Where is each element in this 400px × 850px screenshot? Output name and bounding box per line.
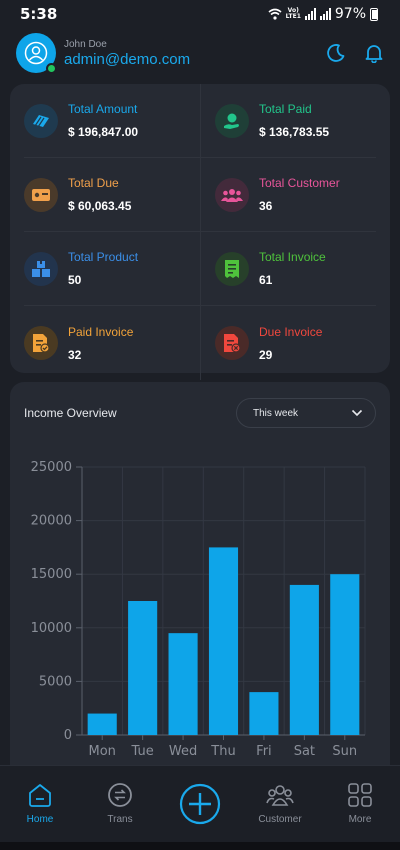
chevron-down-icon (351, 409, 363, 417)
moon-icon[interactable] (326, 43, 346, 63)
paid-invoice-icon (24, 326, 58, 360)
stat-value: 32 (68, 347, 82, 362)
nav-trans[interactable]: Trans (80, 766, 160, 842)
app-header: John Doe admin@demo.com (0, 28, 400, 78)
x-tick-label: Mon (89, 744, 116, 759)
money-hand-icon (215, 103, 249, 138)
boxes-icon (24, 251, 58, 286)
stat-label: Total Amount (68, 102, 138, 116)
user-email: admin@demo.com (64, 50, 191, 68)
bar-wed (168, 633, 198, 735)
stat-label: Total Customer (259, 176, 340, 190)
nav-customer-label: Customer (258, 814, 302, 825)
stats-row: Total Product 50 Total Invoice 61 (24, 232, 376, 306)
stats-row: Total Due $ 60,063.45 Total Customer 36 (24, 158, 376, 232)
stat-value: $ 136,783.55 (259, 125, 330, 139)
signal-2-icon (319, 8, 331, 20)
stats-row: Paid Invoice 32 Due Invoice 29 (24, 306, 376, 380)
stat-value: 50 (68, 273, 82, 287)
bell-icon[interactable] (364, 43, 384, 63)
bar-sat (289, 584, 319, 735)
y-tick-label: 5000 (39, 674, 72, 689)
stat-label: Total Due (68, 176, 119, 190)
avatar[interactable] (16, 33, 57, 74)
range-select[interactable]: This week (236, 398, 376, 428)
bar-thu (208, 547, 239, 735)
status-time: 5:38 (20, 5, 58, 23)
nav-more[interactable]: More (320, 766, 400, 842)
signal-1-icon (304, 8, 316, 20)
battery-icon (370, 7, 378, 21)
bottom-nav: Home Trans Customer (0, 765, 400, 842)
wallet-icon (24, 103, 58, 138)
online-status-dot (46, 63, 57, 74)
range-select-value: This week (253, 407, 299, 419)
stat-due-invoice[interactable]: Due Invoice 29 (200, 306, 376, 380)
status-bar: 5:38 Vo) LTE1 97% (0, 0, 400, 28)
stats-row: Total Amount $ 196,847.00 Total Paid $ 1… (24, 84, 376, 158)
system-nav-bar (0, 842, 400, 850)
header-actions (326, 43, 384, 63)
nav-home[interactable]: Home (0, 766, 80, 842)
stats-card: Total Amount $ 196,847.00 Total Paid $ 1… (10, 84, 390, 380)
user-icon (24, 41, 48, 65)
x-tick-label: Sat (294, 744, 315, 759)
stat-total-product[interactable]: Total Product 50 (24, 232, 200, 305)
bar-fri (249, 692, 279, 735)
status-icons: Vo) LTE1 97% (268, 6, 378, 22)
stat-total-amount[interactable]: Total Amount $ 196,847.00 (24, 84, 200, 157)
invoice-icon (215, 251, 249, 286)
nav-more-label: More (348, 814, 372, 825)
user-name: John Doe (64, 38, 107, 50)
bar-tue (128, 601, 158, 735)
y-tick-label: 10000 (31, 621, 72, 636)
bar-mon (87, 713, 117, 735)
y-tick-label: 25000 (31, 460, 72, 475)
stat-value: 36 (259, 199, 273, 213)
x-tick-label: Thu (210, 744, 235, 759)
x-tick-label: Wed (169, 744, 197, 759)
stat-total-customer[interactable]: Total Customer 36 (200, 158, 376, 231)
add-circle-icon (179, 783, 221, 825)
user-info: John Doe admin@demo.com (64, 39, 190, 68)
stat-label: Total Product (68, 250, 139, 264)
stat-total-due[interactable]: Total Due $ 60,063.45 (24, 158, 200, 231)
stat-paid-invoice[interactable]: Paid Invoice 32 (24, 306, 200, 380)
stat-value: $ 196,847.00 (68, 125, 139, 139)
card-icon (24, 177, 58, 212)
y-tick-label: 20000 (31, 514, 72, 529)
battery-percent: 97% (334, 6, 366, 22)
y-tick-label: 0 (64, 728, 72, 743)
stat-label: Due Invoice (259, 324, 323, 339)
due-invoice-icon (215, 326, 249, 360)
stat-label: Total Invoice (259, 250, 326, 264)
nav-home-label: Home (26, 814, 54, 825)
wifi-icon (268, 8, 282, 20)
exchange-icon (108, 783, 132, 807)
stat-value: 29 (259, 347, 273, 362)
grid-icon (348, 783, 372, 807)
income-overview-card: Income Overview This week 0 5000 10000 1500… (10, 382, 390, 782)
users-icon (215, 177, 249, 212)
stat-value: $ 60,063.45 (68, 199, 132, 213)
users-outline-icon (266, 785, 294, 806)
x-tick-label: Sun (332, 744, 357, 759)
volte-indicator: Vo) LTE1 (285, 7, 301, 20)
stat-value: 61 (259, 273, 273, 287)
income-bar-chart: 0 5000 10000 15000 20000 25000 Mon Tue Wed Thu Fri… (31, 460, 366, 759)
stat-label: Paid Invoice (68, 324, 134, 339)
stat-label: Total Paid (259, 102, 312, 116)
home-icon (29, 784, 51, 807)
x-tick-label: Tue (131, 744, 154, 759)
stat-total-invoice[interactable]: Total Invoice 61 (200, 232, 376, 305)
stat-total-paid[interactable]: Total Paid $ 136,783.55 (200, 84, 376, 157)
nav-customer[interactable]: Customer (240, 766, 320, 842)
y-tick-label: 15000 (31, 567, 72, 582)
income-overview-title: Income Overview (24, 406, 117, 420)
x-tick-label: Fri (256, 744, 272, 759)
nav-trans-label: Trans (107, 814, 133, 825)
nav-add[interactable] (160, 766, 240, 842)
bar-sun (330, 574, 360, 735)
